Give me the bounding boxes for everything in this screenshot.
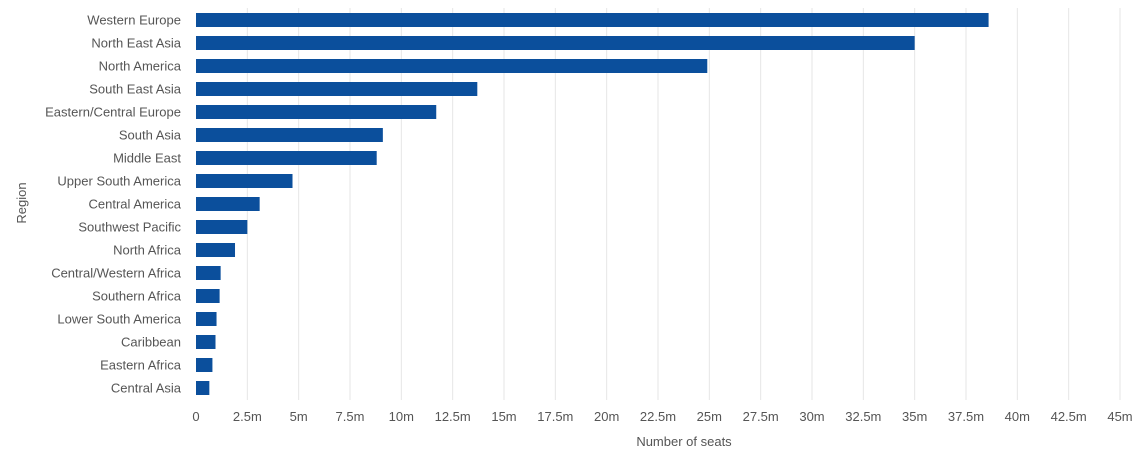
bar <box>196 358 213 372</box>
bar <box>196 197 260 211</box>
category-label: Eastern/Central Europe <box>45 105 181 120</box>
category-label: Southwest Pacific <box>78 220 181 235</box>
x-tick-label: 17.5m <box>537 409 573 424</box>
category-label: North America <box>99 59 182 74</box>
bar <box>196 289 220 303</box>
x-tick-label: 30m <box>799 409 824 424</box>
category-label: Western Europe <box>87 13 181 28</box>
category-label: Eastern Africa <box>100 358 182 373</box>
x-tick-label: 12.5m <box>435 409 471 424</box>
bar <box>196 335 216 349</box>
category-label: Lower South America <box>57 312 181 327</box>
bar <box>196 128 383 142</box>
bar <box>196 266 221 280</box>
category-label: Middle East <box>113 151 181 166</box>
bar <box>196 151 377 165</box>
y-axis-title: Region <box>14 182 29 223</box>
bar <box>196 243 236 257</box>
x-tick-label: 10m <box>389 409 414 424</box>
category-label: Central America <box>89 197 182 212</box>
bar <box>196 105 437 119</box>
x-tick-label: 45m <box>1107 409 1132 424</box>
x-tick-label: 37.5m <box>948 409 984 424</box>
bar <box>196 174 293 188</box>
bar <box>196 381 210 395</box>
bar <box>196 82 478 96</box>
category-label: Caribbean <box>121 335 181 350</box>
category-label: North Africa <box>113 243 182 258</box>
x-tick-label: 20m <box>594 409 619 424</box>
bar <box>196 13 989 27</box>
x-tick-label: 22.5m <box>640 409 676 424</box>
category-label: North East Asia <box>91 36 181 51</box>
bar <box>196 312 217 326</box>
bar <box>196 36 915 50</box>
x-tick-label: 27.5m <box>743 409 779 424</box>
category-label: Central Asia <box>111 381 182 396</box>
x-tick-label: 2.5m <box>233 409 262 424</box>
bar <box>196 59 708 73</box>
category-labels: Western Europe North East Asia North Ameri… <box>45 13 182 396</box>
category-label: Upper South America <box>57 174 181 189</box>
x-tick-label: 32.5m <box>845 409 881 424</box>
x-tick-labels: 0 2.5m 5m 7.5m 10m 12.5m 15m 17.5m 20m 22.5m 25m 27… <box>192 409 1132 424</box>
x-tick-label: 15m <box>491 409 516 424</box>
category-label: South Asia <box>119 128 182 143</box>
x-tick-label: 25m <box>697 409 722 424</box>
gridlines <box>246 8 1121 400</box>
bar <box>196 220 248 234</box>
x-tick-label: 5m <box>290 409 308 424</box>
x-tick-label: 0 <box>192 409 199 424</box>
x-axis-title: Number of seats <box>636 434 732 449</box>
x-tick-label: 35m <box>902 409 927 424</box>
x-tick-label: 7.5m <box>336 409 365 424</box>
category-label: Southern Africa <box>92 289 182 304</box>
x-tick-label: 42.5m <box>1051 409 1087 424</box>
bars <box>196 13 989 395</box>
category-label: South East Asia <box>89 82 182 97</box>
category-label: Central/Western Africa <box>51 266 182 281</box>
x-tick-label: 40m <box>1005 409 1030 424</box>
